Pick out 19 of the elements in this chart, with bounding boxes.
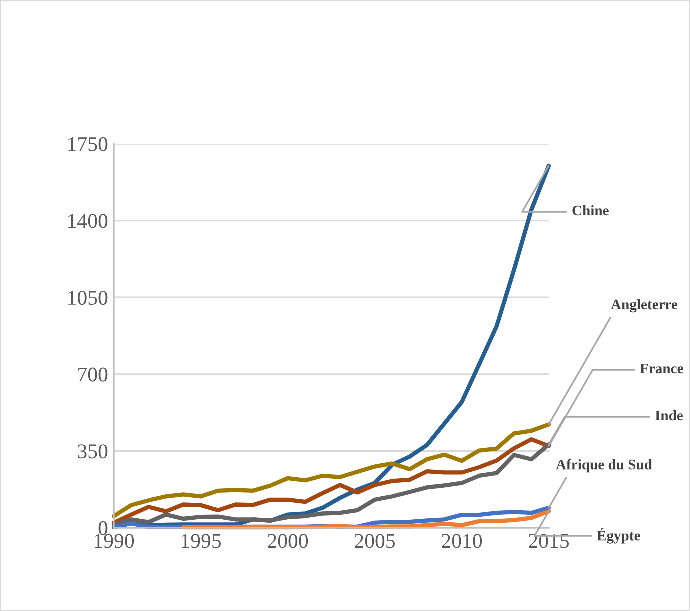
text: Chine (572, 205, 609, 216)
y-tick-label: 700 (78, 368, 108, 382)
x-tick-label: 1990 (95, 534, 134, 548)
line-series (182, 509, 552, 530)
x-tick-label: 2010 (442, 534, 482, 548)
y-tick-label: 0 (98, 521, 108, 536)
text: France (640, 364, 684, 374)
x-tick-label: 2005 (355, 534, 396, 548)
line-series (112, 422, 552, 518)
y-tick-label: 1050 (68, 290, 108, 306)
text: Afrique du Sud (556, 459, 652, 473)
x-tick-label: 1995 (182, 534, 222, 548)
text: Égypte (597, 528, 640, 544)
y-tick-label: 350 (78, 444, 108, 459)
y-tick-label: 1400 (68, 214, 108, 228)
text: Angleterre (611, 299, 678, 313)
x-tick-label: 2000 (268, 534, 308, 548)
y-tick-label: 1750 (68, 137, 108, 152)
text: Inde (655, 410, 683, 421)
